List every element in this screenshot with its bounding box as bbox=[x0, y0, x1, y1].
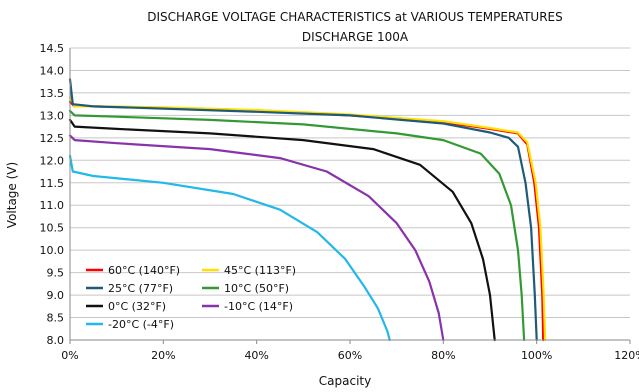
x-tick-label: 0% bbox=[61, 349, 78, 362]
y-tick-label: 14.5 bbox=[40, 42, 65, 55]
legend-label: 25°C (77°F) bbox=[108, 282, 173, 295]
ticks-layer: 14.5 14.0 13.5 13.0 12.5 12.0 11.5 11.0 10.5 10.0… bbox=[40, 42, 639, 362]
y-tick-label: 9.5 bbox=[47, 267, 65, 280]
x-tick-label: 40% bbox=[244, 349, 268, 362]
legend-label: -10°C (14°F) bbox=[224, 300, 293, 313]
series-layer bbox=[68, 78, 547, 342]
legend-label: -20°C (-4°F) bbox=[108, 318, 174, 331]
x-tick-label: 60% bbox=[338, 349, 362, 362]
y-tick-label: 8.0 bbox=[47, 334, 65, 347]
x-tick-label: 100% bbox=[521, 349, 552, 362]
series-line-4 bbox=[68, 118, 496, 342]
series-line-3 bbox=[68, 109, 526, 342]
series-line-6 bbox=[68, 154, 391, 342]
x-tick-label: 20% bbox=[151, 349, 175, 362]
x-axis-label: Capacity bbox=[319, 374, 371, 388]
y-tick-label: 8.5 bbox=[47, 312, 65, 325]
series-line-2 bbox=[68, 78, 538, 342]
legend-label: 10°C (50°F) bbox=[224, 282, 289, 295]
x-tick-label: 80% bbox=[431, 349, 455, 362]
series-line-5 bbox=[68, 134, 445, 342]
legend-label: 45°C (113°F) bbox=[224, 264, 296, 277]
y-tick-label: 11.5 bbox=[40, 177, 65, 190]
y-tick-label: 9.0 bbox=[47, 289, 65, 302]
chart-title: DISCHARGE VOLTAGE CHARACTERISTICS at VAR… bbox=[147, 10, 562, 24]
y-tick-label: 13.0 bbox=[40, 109, 65, 122]
chart-subtitle: DISCHARGE 100A bbox=[302, 30, 409, 44]
y-tick-label: 13.5 bbox=[40, 87, 65, 100]
y-tick-label: 10.5 bbox=[40, 222, 65, 235]
axes-layer bbox=[69, 48, 630, 341]
grid-layer bbox=[70, 47, 630, 341]
x-tick-label: 120% bbox=[614, 349, 639, 362]
y-tick-label: 12.0 bbox=[40, 154, 65, 167]
y-tick-label: 10.0 bbox=[40, 244, 65, 257]
y-axis-label: Voltage (V) bbox=[5, 162, 19, 228]
y-tick-label: 14.0 bbox=[40, 64, 65, 77]
y-tick-label: 12.5 bbox=[40, 132, 65, 145]
legend: 60°C (140°F) 45°C (113°F) 25°C (77°F) 10°C … bbox=[86, 264, 296, 331]
y-tick-label: 11.0 bbox=[40, 199, 65, 212]
legend-label: 60°C (140°F) bbox=[108, 264, 180, 277]
legend-label: 0°C (32°F) bbox=[108, 300, 166, 313]
